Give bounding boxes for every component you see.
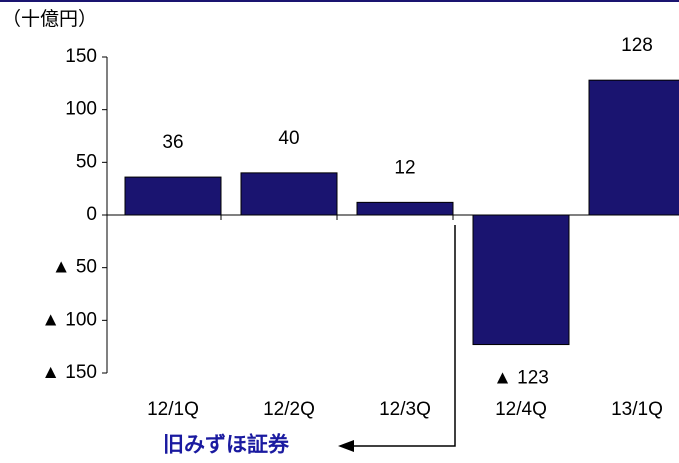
x-tick-label: 12/2Q (263, 399, 315, 420)
annotation-arrow (350, 225, 456, 447)
bar (124, 176, 222, 216)
y-tick-label: ▲ 100 (41, 309, 97, 330)
x-tick-label: 12/4Q (495, 399, 547, 420)
value-label: 12 (394, 157, 415, 178)
arrow-head (338, 440, 354, 452)
y-tick-label: ▲ 50 (52, 257, 97, 278)
y-tick-label: 0 (86, 204, 97, 225)
x-tick-label: 12/1Q (147, 399, 199, 420)
annotation: 旧みずほ証券 (163, 433, 290, 457)
bar (472, 214, 570, 346)
value-label: 128 (621, 35, 653, 56)
y-tick-label: 50 (76, 151, 97, 172)
unit-label: （十億円） (2, 8, 97, 30)
bar (356, 201, 454, 216)
y-tick-label: ▲ 150 (41, 362, 97, 383)
x-tick-label: 13/1Q (611, 399, 663, 420)
x-tick-label: 12/3Q (379, 399, 431, 420)
value-label: ▲ 123 (493, 368, 549, 389)
y-tick-label: 100 (65, 99, 97, 120)
value-label: 36 (162, 132, 183, 153)
value-label: 40 (278, 128, 299, 149)
bar (240, 172, 338, 216)
y-tick-label: 150 (65, 46, 97, 67)
bar (588, 79, 679, 216)
